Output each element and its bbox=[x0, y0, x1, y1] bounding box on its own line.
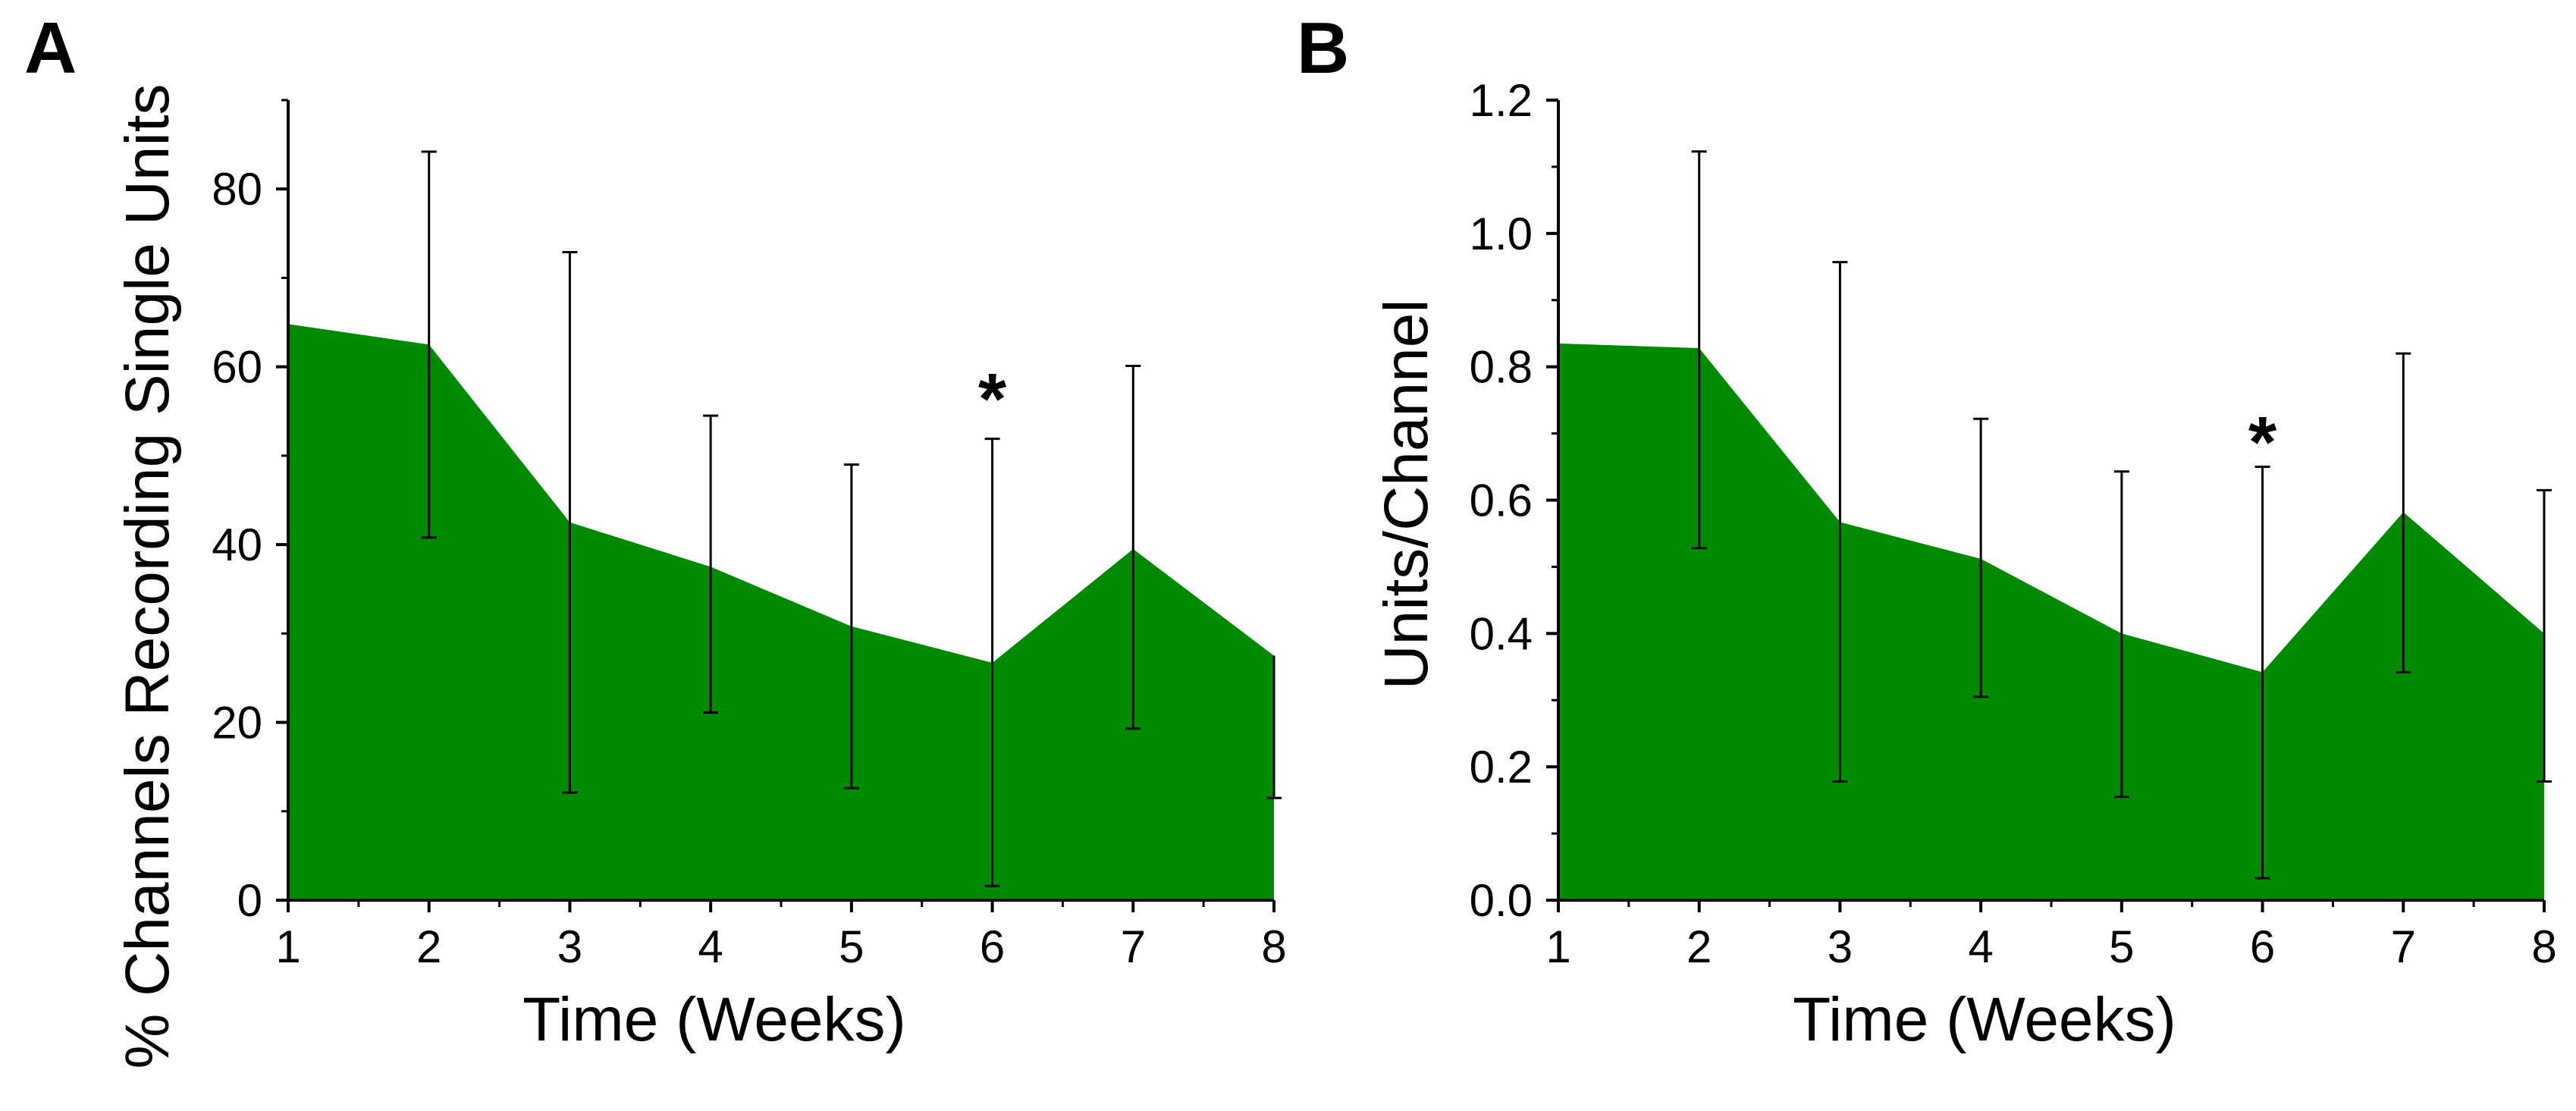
panel-b-x-tick-label: 8 bbox=[2531, 921, 2556, 972]
panel-b-y-tick-label: 0.2 bbox=[1470, 742, 1533, 792]
panel-b-error-bar bbox=[2396, 352, 2411, 673]
panel-a-y-tick-label: 40 bbox=[212, 519, 262, 570]
panel-a-x-tick-label: 1 bbox=[275, 921, 300, 972]
panel-a-letter: A bbox=[24, 8, 77, 89]
panel-b-error-bar bbox=[2537, 488, 2552, 783]
panel-b-y-tick-label: 0.6 bbox=[1470, 475, 1533, 526]
panel-b-y-axis-title: Units/Channel bbox=[1372, 299, 1441, 689]
panel-b-x-tick-label: 3 bbox=[1828, 921, 1853, 972]
panel-b-x-tick-label: 1 bbox=[1545, 921, 1570, 972]
panel-a-y-tick-label: 20 bbox=[212, 698, 262, 749]
panel-a-y-tick-label: 0 bbox=[237, 875, 262, 926]
panel-a-x-tick-label: 7 bbox=[1121, 921, 1146, 972]
panel-b-area bbox=[1558, 343, 2544, 900]
panel-a-x-tick-label: 8 bbox=[1261, 921, 1286, 972]
panel-a-error-bar bbox=[1125, 364, 1141, 730]
panel-a-x-axis-title: Time (Weeks) bbox=[522, 985, 906, 1054]
panel-b-x-tick-label: 4 bbox=[1968, 921, 1993, 972]
panel-b-x-axis-title: Time (Weeks) bbox=[1793, 985, 2176, 1054]
panel-b-x-tick-label: 5 bbox=[2109, 921, 2134, 972]
panel-a-y-axis-title: % Channels Recording Single Units bbox=[113, 83, 182, 1069]
panel-b-y-tick-label: 1.0 bbox=[1470, 209, 1533, 259]
panel-b-significance-marker: * bbox=[2248, 402, 2277, 483]
panel-a-error-bar bbox=[843, 463, 859, 789]
panel-b-letter: B bbox=[1297, 8, 1349, 89]
panel-a-significance-marker: * bbox=[978, 359, 1007, 440]
panel-a-error-bar bbox=[984, 438, 1000, 887]
panel-b-y-tick-label: 0.0 bbox=[1470, 875, 1533, 926]
panel-b-error-bar bbox=[2254, 466, 2270, 880]
panel-b-x-tick-label: 2 bbox=[1686, 921, 1712, 972]
panel-a-error-bar bbox=[1266, 655, 1282, 799]
panel-a-area bbox=[288, 324, 1274, 900]
panel-b-x-tick-label: 7 bbox=[2391, 921, 2416, 972]
panel-b-plot: 1 2 3 4 5 6 7 8 0.0 0.2 0.4 0.6 0.8 1.0 1.2 * bbox=[1470, 75, 2557, 972]
panel-b-error-bar bbox=[1832, 261, 1848, 783]
panel-a-x-tick-label: 5 bbox=[839, 921, 864, 972]
panel-b: B 1 2 3 4 5 6 7 8 0.0 0.2 0.4 0.6 0.8 1.0 1.2 * Time (W… bbox=[1297, 8, 2557, 1054]
panel-b-y-tick-label: 1.2 bbox=[1470, 75, 1533, 126]
panel-b-y-tick-label: 0.8 bbox=[1470, 342, 1533, 393]
panel-a-error-bar bbox=[562, 250, 578, 794]
panel-a-x-tick-label: 4 bbox=[698, 921, 723, 972]
panel-a-y-tick-label: 80 bbox=[212, 164, 262, 215]
panel-a-x-tick-label: 3 bbox=[557, 921, 582, 972]
panel-b-x-tick-label: 6 bbox=[2250, 921, 2275, 972]
panel-b-error-bar bbox=[1973, 417, 1989, 698]
panel-b-error-bar bbox=[2113, 470, 2129, 799]
panel-a-error-bar bbox=[421, 150, 437, 539]
panel-b-error-bar bbox=[1691, 150, 1707, 550]
panel-b-y-tick-label: 0.4 bbox=[1470, 608, 1533, 659]
panel-a-y-tick-label: 60 bbox=[212, 342, 262, 393]
panel-a-x-tick-label: 2 bbox=[416, 921, 441, 972]
panel-a-x-tick-label: 6 bbox=[980, 921, 1005, 972]
panel-a-error-bar bbox=[703, 414, 719, 714]
